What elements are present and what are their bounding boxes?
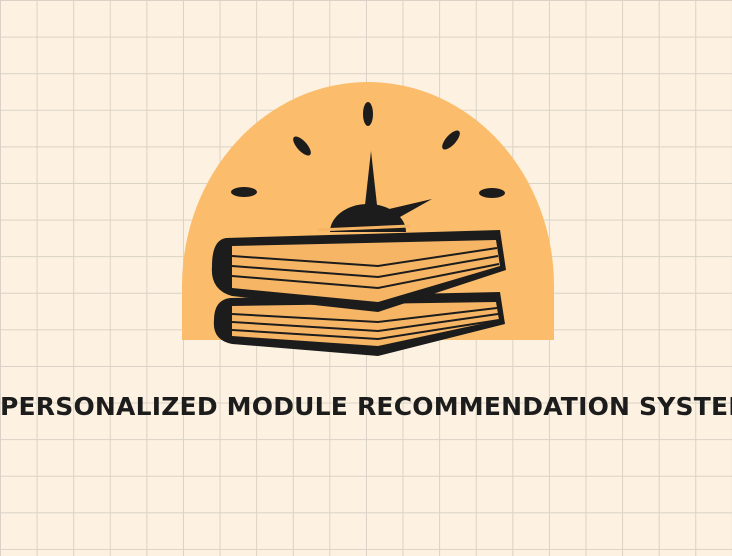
lower-book xyxy=(213,292,505,356)
clock-ticks xyxy=(231,102,505,198)
upper-book xyxy=(211,224,507,312)
page-title: PERSONALIZED MODULE RECOMMENDATION SYSTE… xyxy=(0,392,732,421)
clock-hands xyxy=(330,151,432,232)
